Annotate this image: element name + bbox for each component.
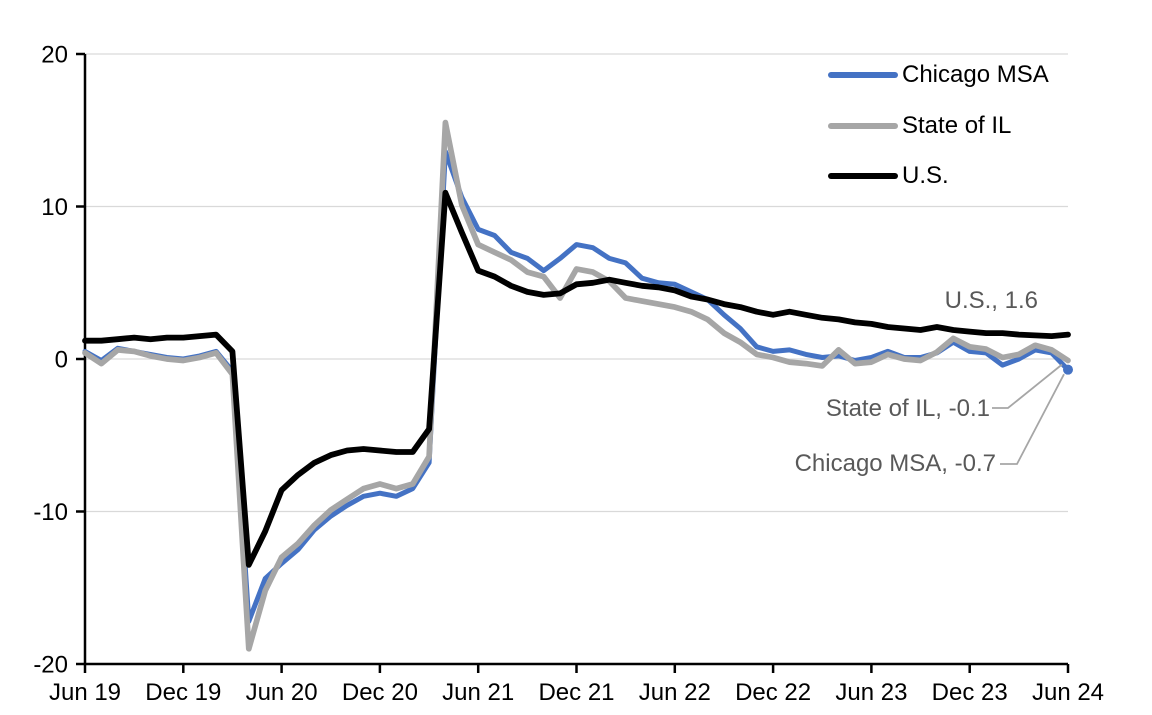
y-tick-label: 20 [41,42,68,69]
x-tick-label: Jun 20 [246,679,318,706]
legend-label-us: U.S. [902,162,949,189]
annotation-state-of-il-last-value: State of IL, -0.1 [825,395,990,422]
y-tick-label: 0 [55,347,68,374]
y-tick-label: -20 [33,652,68,679]
legend-line-swatch-us [828,173,898,179]
legend-item-chicago-msa: Chicago MSA [828,61,1049,89]
y-tick-label: -10 [33,499,68,526]
x-tick-label: Dec 21 [538,679,614,706]
leader-line-state-of-il [992,363,1063,409]
x-tick-label: Jun 19 [49,679,121,706]
x-tick-label: Jun 24 [1032,679,1104,706]
x-tick-label: Jun 22 [639,679,711,706]
series-line-state-of-il [82,119,1071,652]
legend-label-chicago-msa: Chicago MSA [902,61,1049,88]
leader-line-chicago-msa [1000,373,1065,465]
x-tick-label: Jun 23 [835,679,907,706]
x-tick-label: Dec 20 [342,679,418,706]
series-line-u-s [82,189,1071,568]
x-tick-label: Dec 22 [735,679,811,706]
series-end-marker-chicago-msa [1063,364,1073,375]
annotation-chicago-msa-last-value: Chicago MSA, -0.7 [794,450,996,477]
x-tick-label: Dec 19 [145,679,221,706]
legend-line-swatch-state-of-il [828,123,898,129]
legend-line-swatch-chicago-msa [828,72,898,78]
x-tick-label: Jun 21 [442,679,514,706]
x-tick-label: Dec 23 [932,679,1008,706]
legend-item-us: U.S. [828,162,949,190]
legend-item-state-of-il: State of IL [828,112,1011,140]
annotation-us-last-value: U.S., 1.6 [944,287,1038,314]
y-tick-label: 10 [41,194,68,221]
legend-label-state-of-il: State of IL [902,112,1012,139]
